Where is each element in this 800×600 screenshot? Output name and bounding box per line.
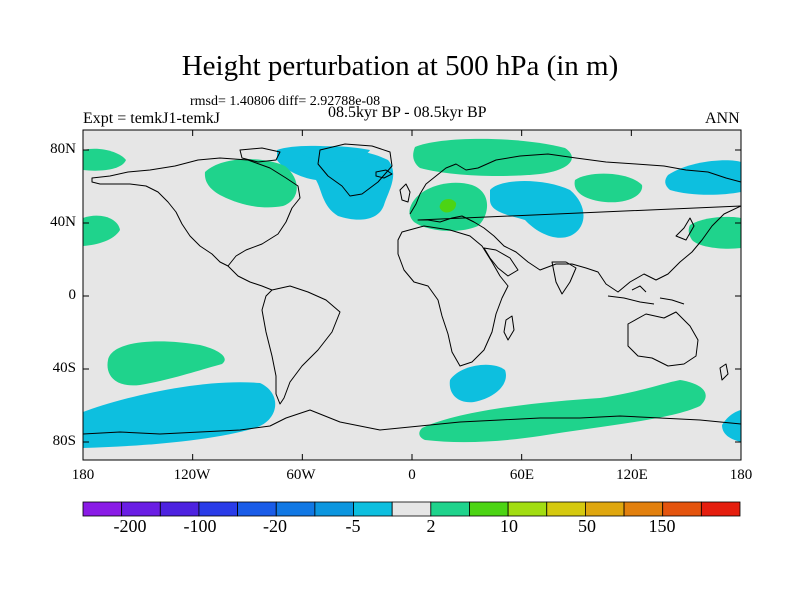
colorbar-swatch <box>700 501 741 517</box>
colorbar-swatch <box>662 501 702 517</box>
colorbar-swatch <box>314 501 354 517</box>
colorbar-swatch <box>82 501 123 517</box>
colorbar-swatch <box>585 501 625 517</box>
lon-tick-label: 120W <box>173 467 211 483</box>
coastline-africa <box>397 225 509 367</box>
colorbar-label: 150 <box>648 516 676 536</box>
region-north-pacific-west-positive <box>83 148 126 171</box>
region-south-pacific-antarctic-negative <box>83 382 276 448</box>
region-arctic-alaska-negative <box>277 145 394 220</box>
region-siberia-positive <box>574 173 643 203</box>
coastline-southeast-asia-islands <box>607 285 685 305</box>
coastline-canadian-arctic <box>239 147 281 163</box>
colorbar-label: 10 <box>500 516 518 536</box>
colorbar-swatch <box>391 501 432 517</box>
coastline-new-zealand <box>719 363 729 381</box>
lat-tick-label: 40S <box>52 360 76 376</box>
lon-tick-label: 180 <box>729 467 753 483</box>
colorbar-label: -20 <box>263 516 287 536</box>
colorbar-swatch <box>275 501 316 517</box>
colorbar-label: 2 <box>426 516 436 536</box>
experiment-label: Expt = temkJ1-temkJ <box>83 110 221 127</box>
region-greenland-atlantic-negative <box>300 146 370 162</box>
region-southwest-pacific-negative <box>722 410 741 442</box>
anomaly-regions <box>83 138 741 448</box>
region-north-pacific-east-negative <box>665 160 741 195</box>
region-north-america-positive <box>204 159 297 208</box>
stats-text: rmsd= 1.40806 diff= 2.92788e-08 <box>190 94 381 109</box>
region-central-europe-core <box>439 199 457 213</box>
colorbar-swatch <box>198 501 238 517</box>
lat-tick-label: 0 <box>68 287 77 303</box>
lon-tick-label: 0 <box>408 467 416 483</box>
colorbar-swatch <box>121 501 161 517</box>
coastline-japan <box>675 217 695 241</box>
region-russia-negative <box>490 181 584 238</box>
coastline-britain <box>399 183 411 203</box>
region-south-pacific-positive <box>107 341 225 386</box>
lon-tick-label: 60W <box>286 467 316 483</box>
colorbar-swatch <box>430 501 470 517</box>
period-label: 08.5kyr BP - 08.5kyr BP <box>328 104 487 121</box>
colorbar-swatch <box>237 501 277 517</box>
latitude-ticks <box>83 149 741 443</box>
colorbar-swatch <box>623 501 664 517</box>
colorbar-label: -200 <box>113 516 147 536</box>
lat-tick-label: 80S <box>52 433 76 449</box>
coastline-central-america <box>227 265 273 291</box>
lon-tick-label: 120E <box>616 467 648 483</box>
colorbar-swatch <box>159 501 200 517</box>
coastline-south-america <box>261 285 341 405</box>
colorbar <box>82 501 741 517</box>
season-label: ANN <box>705 110 740 127</box>
coastline-india <box>551 261 577 295</box>
coastline-iceland <box>375 169 393 179</box>
coastline-antarctica <box>83 409 741 435</box>
coastline-madagascar <box>503 315 515 341</box>
region-south-atlantic-negative <box>449 364 506 403</box>
lon-tick-label: 180 <box>71 467 95 483</box>
region-scandinavia-positive <box>413 138 572 176</box>
colorbar-label: -5 <box>345 516 361 536</box>
region-southern-ocean-positive <box>419 380 706 443</box>
lat-tick-label: 80N <box>50 141 76 157</box>
colorbar-label: -100 <box>183 516 217 536</box>
coastline-greenland <box>317 143 393 197</box>
colorbar-swatch <box>546 501 586 517</box>
coastline-australia <box>627 311 699 367</box>
colorbar-label: 50 <box>578 516 596 536</box>
colorbar-swatch <box>507 501 548 517</box>
coastlines <box>83 143 741 435</box>
lat-tick-label: 40N <box>50 214 76 230</box>
coastline-arabia <box>483 247 519 277</box>
colorbar-swatch <box>353 501 393 517</box>
region-north-pacific-west-2-positive <box>83 215 120 246</box>
lon-tick-label: 60E <box>509 467 535 483</box>
longitude-ticks <box>82 130 742 460</box>
coastline-north-america <box>91 157 301 267</box>
colorbar-swatch <box>469 501 509 517</box>
coastline-eurasia <box>409 153 741 293</box>
plot-title: Height perturbation at 500 hPa (in m) <box>181 50 619 82</box>
